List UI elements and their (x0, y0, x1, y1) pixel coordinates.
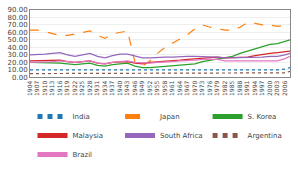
svg-text:1952: 1952 (146, 81, 153, 96)
svg-text:1982: 1982 (221, 81, 228, 96)
svg-text:40.00: 40.00 (8, 44, 28, 52)
svg-text:Argentina: Argentina (248, 132, 282, 140)
svg-text:2006: 2006 (281, 81, 288, 96)
svg-text:1934: 1934 (101, 81, 108, 96)
svg-text:S. Korea: S. Korea (248, 113, 277, 121)
svg-text:1928: 1928 (86, 81, 93, 96)
svg-text:10.00: 10.00 (8, 66, 28, 74)
svg-text:1964: 1964 (176, 81, 183, 96)
svg-text:1955: 1955 (153, 81, 160, 96)
svg-text:90.00: 90.00 (8, 6, 28, 14)
svg-text:Japan: Japan (159, 113, 180, 121)
svg-text:1994: 1994 (251, 81, 258, 96)
svg-text:1907: 1907 (33, 81, 40, 96)
svg-text:1931: 1931 (93, 81, 100, 96)
svg-text:0.00: 0.00 (12, 74, 28, 82)
svg-text:2000: 2000 (266, 81, 273, 96)
svg-text:1946: 1946 (131, 81, 138, 96)
svg-text:1910: 1910 (41, 81, 48, 96)
svg-text:1976: 1976 (206, 81, 213, 96)
svg-text:1997: 1997 (258, 81, 265, 96)
svg-text:1973: 1973 (198, 81, 205, 96)
svg-text:70.00: 70.00 (8, 21, 28, 29)
svg-text:1985: 1985 (228, 81, 235, 96)
svg-text:1979: 1979 (213, 81, 220, 96)
svg-text:Malaysia: Malaysia (73, 132, 104, 140)
svg-text:1991: 1991 (243, 81, 250, 96)
svg-text:30.00: 30.00 (8, 51, 28, 59)
svg-text:1937: 1937 (108, 81, 115, 96)
svg-text:1958: 1958 (161, 81, 168, 96)
svg-text:1922: 1922 (71, 81, 78, 96)
svg-text:50.00: 50.00 (8, 36, 28, 44)
svg-text:1961: 1961 (168, 81, 175, 96)
svg-text:20.00: 20.00 (8, 59, 28, 67)
svg-text:1949: 1949 (138, 81, 145, 96)
svg-text:1970: 1970 (191, 81, 198, 96)
svg-text:1904: 1904 (26, 81, 33, 96)
svg-text:1988: 1988 (236, 81, 243, 96)
svg-text:60.00: 60.00 (8, 29, 28, 37)
svg-text:1967: 1967 (183, 81, 190, 96)
svg-text:1925: 1925 (78, 81, 85, 96)
svg-text:1943: 1943 (123, 81, 130, 96)
svg-text:1940: 1940 (116, 81, 123, 96)
svg-text:1913: 1913 (48, 81, 55, 96)
svg-text:Brazil: Brazil (73, 151, 93, 159)
svg-text:1916: 1916 (56, 81, 63, 96)
svg-text:2003: 2003 (273, 81, 280, 96)
svg-text:South Africa: South Africa (160, 132, 203, 140)
svg-text:India: India (73, 113, 90, 121)
svg-text:80.00: 80.00 (8, 14, 28, 22)
svg-text:1919: 1919 (63, 81, 70, 96)
